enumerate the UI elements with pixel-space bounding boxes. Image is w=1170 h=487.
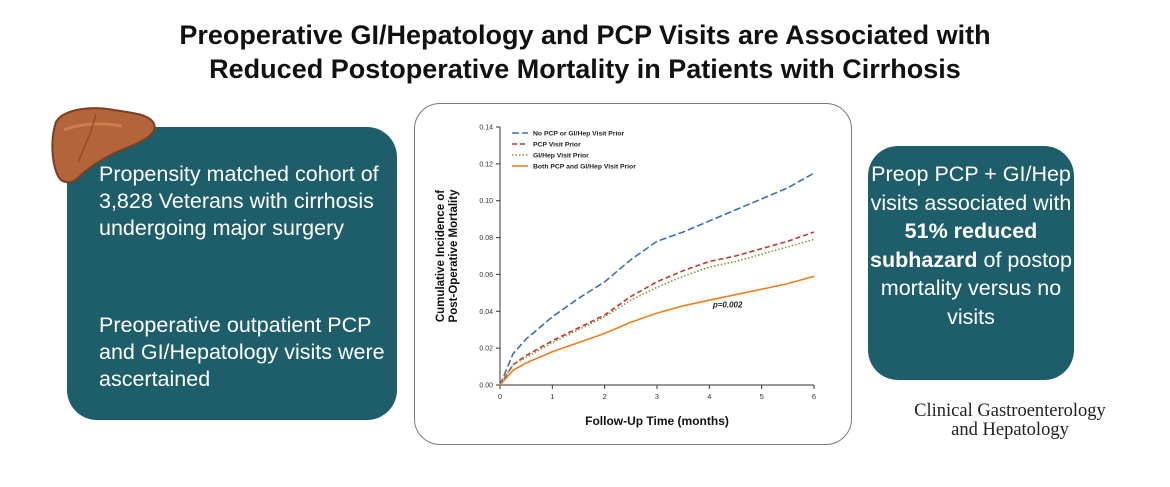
y-tick-label: 0.14 bbox=[479, 125, 493, 132]
y-axis-label: Post-Operative Mortality bbox=[448, 189, 460, 323]
page-title: Preoperative GI/Hepatology and PCP Visit… bbox=[0, 18, 1170, 86]
series-line-3 bbox=[499, 238, 815, 386]
series-line-1 bbox=[499, 172, 815, 386]
y-tick-label: 0.06 bbox=[479, 272, 493, 279]
finding-text-pre: Preop PCP + GI/Hep visits associated wit… bbox=[870, 162, 1072, 215]
x-axis-label: Follow-Up Time (months) bbox=[585, 414, 729, 428]
finding-text-post: of postop mortality versus no visits bbox=[880, 247, 1072, 329]
y-tick-label: 0.04 bbox=[479, 309, 493, 316]
cohort-description: Propensity matched cohort of 3,828 Veter… bbox=[99, 162, 379, 240]
x-tick-label: 1 bbox=[550, 392, 554, 401]
title-line-2: Reduced Postoperative Mortality in Patie… bbox=[209, 54, 961, 84]
x-tick-label: 5 bbox=[760, 392, 764, 401]
journal-line-1: Clinical Gastroenterology bbox=[914, 401, 1106, 421]
journal-logo: Clinical Gastroenterology and Hepatology bbox=[890, 402, 1130, 440]
y-axis-label: Cumulative Incidence of bbox=[435, 190, 447, 322]
key-finding-text: Preop PCP + GI/Hep visits associated wit… bbox=[868, 146, 1074, 331]
cumulative-incidence-chart: 0.00 0.02 0.04 0.06 0.08 0.10 0.12 0.14 0 1 2 3 4 5 6 F… bbox=[435, 125, 816, 429]
legend-label-3: GI/Hep Visit Prior bbox=[533, 153, 589, 160]
title-line-1: Preoperative GI/Hepatology and PCP Visit… bbox=[179, 20, 991, 50]
x-tick-label: 3 bbox=[655, 392, 659, 401]
journal-line-2: and Hepatology bbox=[951, 420, 1069, 440]
series-line-4 bbox=[499, 275, 815, 386]
legend-label-4: Both PCP and GI/Hep Visit Prior bbox=[533, 164, 636, 171]
study-summary-card: Propensity matched cohort of 3,828 Veter… bbox=[67, 127, 397, 420]
y-tick-label: 0.02 bbox=[479, 346, 493, 353]
liver-icon bbox=[51, 107, 156, 184]
x-tick-label: 6 bbox=[812, 392, 816, 401]
finding-highlight: 51% reduced subhazard bbox=[870, 219, 1038, 272]
y-tick-label: 0.08 bbox=[479, 235, 493, 242]
legend-label-2: PCP Visit Prior bbox=[533, 142, 581, 149]
x-tick-label: 4 bbox=[707, 392, 711, 401]
x-tick-label: 0 bbox=[498, 392, 502, 401]
x-tick-label: 2 bbox=[603, 392, 607, 401]
legend-label-1: No PCP or GI/Hep Visit Prior bbox=[533, 131, 625, 138]
key-finding-card: Preop PCP + GI/Hep visits associated wit… bbox=[868, 146, 1074, 380]
series-line-2 bbox=[499, 231, 815, 386]
chart-frame bbox=[414, 103, 852, 445]
y-tick-label: 0.10 bbox=[479, 198, 493, 205]
p-value-annotation: p=0.002 bbox=[712, 301, 743, 310]
y-tick-label: 0.00 bbox=[479, 383, 493, 390]
y-tick-label: 0.12 bbox=[479, 161, 493, 168]
exposure-description: Preoperative outpatient PCP and GI/Hepat… bbox=[99, 313, 385, 391]
